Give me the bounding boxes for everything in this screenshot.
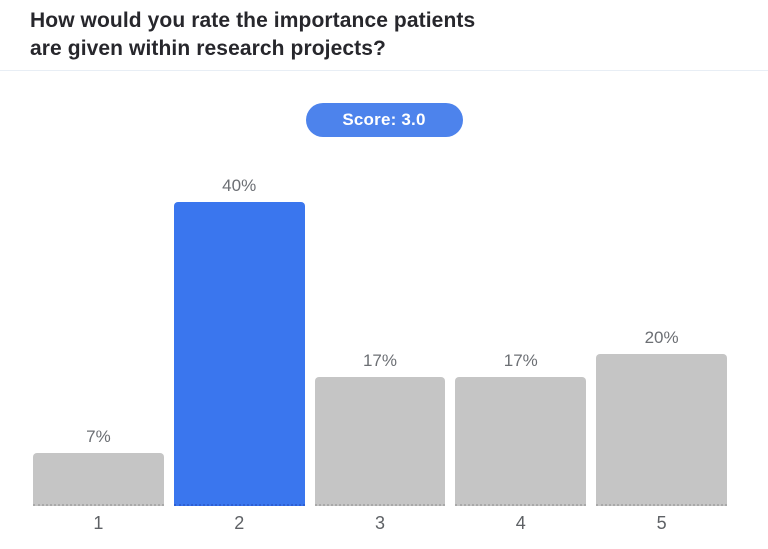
bar-column: 17% 3 [314,149,446,536]
bar-value-label: 20% [644,328,679,347]
x-axis-label: 5 [656,513,667,533]
bar[interactable] [33,453,164,506]
bar[interactable] [596,354,727,506]
x-axis-label: 2 [234,513,245,533]
bar-value-label: 17% [362,351,397,370]
bar-value-label: 7% [86,427,111,446]
page-title-line-2: are given within research projects? [30,37,386,60]
bar-value-label: 17% [503,351,538,370]
bar-value-label: 40% [222,176,257,195]
bar[interactable] [455,377,587,506]
score-badge: Score: 3.0 [305,103,463,137]
bar-column: 17% 4 [455,149,587,536]
x-axis-label: 4 [515,513,526,533]
bar[interactable] [314,377,446,506]
bar-chart: 7% 1 40% 2 17% 3 17% 4 20% 5 [0,149,768,536]
bar-column: 7% 1 [33,149,164,536]
page-title: How would you rate the importance patien… [30,7,738,63]
bar[interactable] [173,202,305,506]
page-title-line-1: How would you rate the importance patien… [30,9,476,32]
bar-column: 20% 5 [596,149,727,536]
score-badge-label: Score: 3.0 [342,110,426,129]
bar-column: 40% 2 [173,149,305,536]
x-axis-label: 1 [93,513,104,533]
score-badge-row: Score: 3.0 [0,103,768,137]
question-header: How would you rate the importance patien… [0,0,768,71]
x-axis-label: 3 [374,513,385,533]
